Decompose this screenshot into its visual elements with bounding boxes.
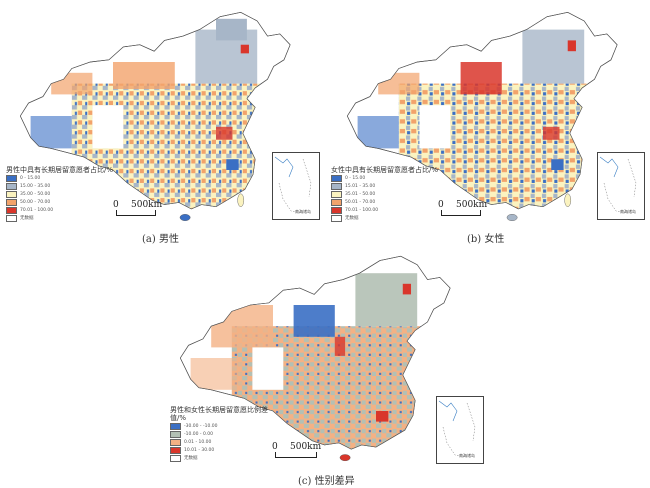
legend-label: 无数据	[345, 216, 359, 221]
legend-swatch	[6, 214, 17, 222]
map-panel-gender-difference: 男性和女性长期居留意愿比例差值/% -30.00 - -10.00 -10.00…	[160, 248, 490, 488]
panel-caption: (a) 男性	[142, 234, 179, 245]
legend-item: 10.01 - 30.00	[170, 446, 268, 454]
inset-label: 南海诸岛	[295, 209, 311, 214]
legend-label: 15.00 - 35.00	[20, 183, 51, 189]
legend-item: 无数据	[170, 454, 268, 462]
legend-item: 50.00 - 70.00	[6, 198, 113, 206]
legend-label: 10.01 - 30.00	[184, 447, 215, 453]
legend-label: -30.00 - -10.00	[184, 423, 218, 429]
scale-bar: 0 500km	[272, 442, 332, 462]
legend-label: 35.00 - 50.00	[20, 191, 51, 197]
legend-item: 35.00 - 50.00	[6, 190, 113, 198]
legend-swatch	[170, 430, 181, 438]
scale-bar: 0 500km	[438, 200, 498, 220]
legend-title: 男性中具有长期居留意愿者占比/%	[6, 166, 114, 174]
china-map-difference	[179, 255, 451, 462]
legend-label: 50.01 - 70.00	[345, 199, 376, 205]
legend-label: 35.01 - 50.00	[345, 191, 376, 197]
legend-label: 0 - 15.00	[20, 175, 41, 181]
legend-label: 70.01 - 100.00	[20, 207, 54, 213]
legend-item: 35.01 - 50.00	[331, 190, 438, 198]
legend-male: 男性中具有长期居留意愿者占比/% 0 - 15.00 15.00 - 35.00…	[6, 166, 113, 222]
china-map-male	[19, 11, 291, 221]
scale-distance: 500km	[290, 442, 322, 452]
legend-label: 0 - 15.00	[345, 175, 366, 181]
legend-label: 0.01 - 10.00	[184, 439, 212, 445]
legend-swatch	[6, 190, 17, 198]
legend-label: 无数据	[184, 456, 198, 461]
legend-swatch	[331, 190, 342, 198]
legend-swatch	[170, 438, 181, 446]
legend-difference: 男性和女性长期居留意愿比例差值/% -30.00 - -10.00 -10.00…	[170, 406, 268, 462]
panel-caption: (b) 女性	[467, 234, 505, 245]
legend-title: 女性中具有长期居留意愿者占比/%	[331, 166, 439, 174]
china-map-female	[346, 11, 618, 221]
panel-caption: (c) 性别差异	[298, 476, 355, 487]
legend-swatch	[6, 174, 17, 182]
legend-item: 50.01 - 70.00	[331, 198, 438, 206]
legend-item: 70.01 - 100.00	[331, 206, 438, 214]
legend-item: 无数据	[331, 214, 438, 222]
inset-south-china-sea: 南海诸岛	[597, 152, 645, 220]
legend-swatch	[331, 198, 342, 206]
legend-label: 15.01 - 35.00	[345, 183, 376, 189]
legend-label: -10.00 - 0.00	[184, 431, 214, 437]
legend-label: 50.00 - 70.00	[20, 199, 51, 205]
legend-swatch	[331, 206, 342, 214]
legend-item: 0.01 - 10.00	[170, 438, 268, 446]
legend-title: 男性和女性长期居留意愿比例差值/%	[170, 406, 268, 422]
legend-swatch	[6, 198, 17, 206]
scale-zero: 0	[272, 442, 278, 452]
legend-female: 女性中具有长期居留意愿者占比/% 0 - 15.00 15.01 - 35.00…	[331, 166, 438, 222]
inset-label: 南海诸岛	[459, 453, 475, 458]
legend-label: 70.01 - 100.00	[345, 207, 379, 213]
legend-swatch	[170, 422, 181, 430]
inset-label: 南海诸岛	[620, 209, 636, 214]
legend-item: -10.00 - 0.00	[170, 430, 268, 438]
legend-item: 15.01 - 35.00	[331, 182, 438, 190]
legend-swatch	[331, 214, 342, 222]
scale-line	[116, 210, 156, 216]
scale-line	[275, 452, 317, 458]
legend-swatch	[331, 182, 342, 190]
scale-zero: 0	[113, 200, 119, 210]
legend-swatch	[331, 174, 342, 182]
legend-swatch	[6, 206, 17, 214]
map-panel-female: 女性中具有长期居留意愿者占比/% 0 - 15.00 15.01 - 35.00…	[325, 0, 650, 250]
legend-item: 无数据	[6, 214, 113, 222]
legend-label: 无数据	[20, 216, 34, 221]
scale-distance: 500km	[131, 200, 163, 210]
inset-south-china-sea: 南海诸岛	[272, 152, 320, 220]
inset-south-china-sea: 南海诸岛	[436, 396, 484, 464]
legend-item: 70.01 - 100.00	[6, 206, 113, 214]
scale-line	[441, 210, 481, 216]
legend-swatch	[170, 446, 181, 454]
scale-zero: 0	[438, 200, 444, 210]
map-panel-male: 男性中具有长期居留意愿者占比/% 0 - 15.00 15.00 - 35.00…	[0, 0, 325, 250]
legend-swatch	[6, 182, 17, 190]
legend-item: 0 - 15.00	[6, 174, 113, 182]
legend-swatch	[170, 454, 181, 462]
legend-item: 0 - 15.00	[331, 174, 438, 182]
scale-distance: 500km	[456, 200, 488, 210]
legend-item: -30.00 - -10.00	[170, 422, 268, 430]
scale-bar: 0 500km	[113, 200, 173, 220]
legend-item: 15.00 - 35.00	[6, 182, 113, 190]
